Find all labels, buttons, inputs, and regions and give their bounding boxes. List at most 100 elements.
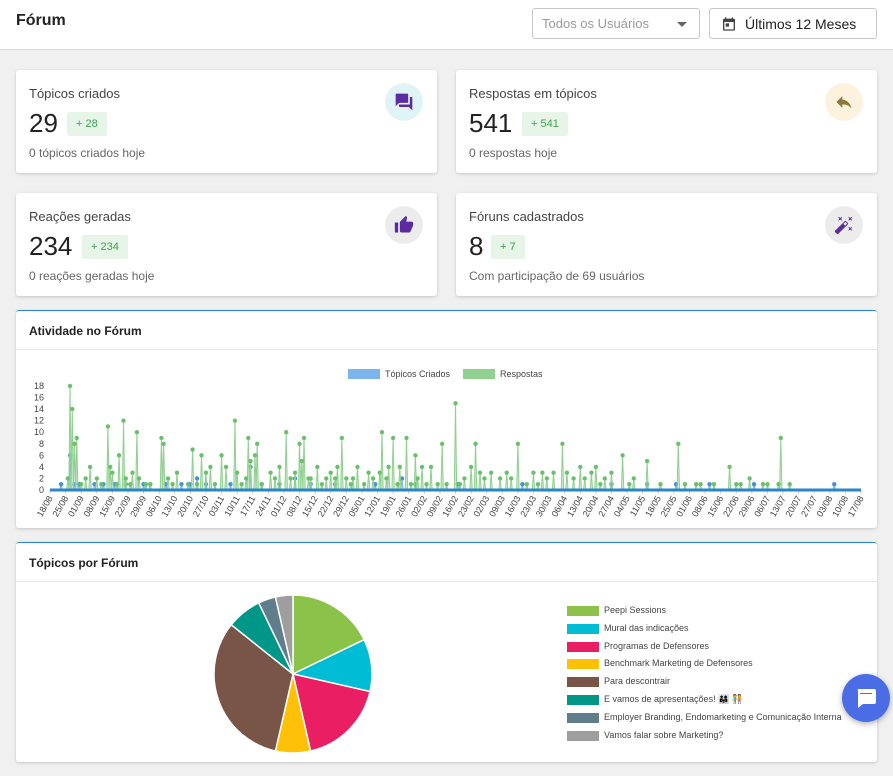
data-point[interactable] bbox=[453, 401, 458, 406]
data-point[interactable] bbox=[319, 482, 325, 487]
data-point[interactable] bbox=[179, 482, 184, 487]
data-point[interactable] bbox=[366, 470, 371, 475]
data-point[interactable] bbox=[593, 464, 599, 470]
data-point[interactable] bbox=[832, 482, 837, 487]
data-point[interactable] bbox=[571, 476, 576, 481]
data-point[interactable] bbox=[288, 476, 293, 481]
data-point[interactable] bbox=[578, 464, 583, 470]
data-point[interactable] bbox=[203, 470, 209, 475]
data-point[interactable] bbox=[70, 406, 75, 412]
data-point[interactable] bbox=[130, 470, 135, 475]
data-point[interactable] bbox=[384, 476, 389, 481]
data-point[interactable] bbox=[515, 441, 521, 446]
data-point[interactable] bbox=[509, 476, 514, 481]
data-point[interactable] bbox=[121, 418, 126, 423]
data-point[interactable] bbox=[738, 482, 743, 487]
data-point[interactable] bbox=[99, 482, 104, 487]
data-point[interactable] bbox=[165, 476, 171, 481]
data-point[interactable] bbox=[292, 470, 298, 475]
data-point[interactable] bbox=[246, 435, 251, 441]
data-point[interactable] bbox=[609, 470, 614, 475]
data-point[interactable] bbox=[560, 441, 565, 446]
data-point[interactable] bbox=[620, 453, 625, 458]
data-point[interactable] bbox=[473, 441, 478, 446]
legend-label[interactable]: Respostas bbox=[500, 369, 543, 379]
data-point[interactable] bbox=[551, 470, 556, 475]
data-point[interactable] bbox=[116, 453, 122, 458]
data-point[interactable] bbox=[424, 482, 429, 487]
data-point[interactable] bbox=[315, 464, 320, 470]
data-point[interactable] bbox=[390, 435, 396, 441]
data-point[interactable] bbox=[308, 476, 313, 481]
data-point[interactable] bbox=[488, 470, 494, 475]
data-point[interactable] bbox=[199, 453, 204, 458]
data-point[interactable] bbox=[232, 418, 238, 423]
data-point[interactable] bbox=[74, 435, 79, 441]
data-point[interactable] bbox=[386, 464, 391, 470]
data-point[interactable] bbox=[520, 482, 525, 487]
data-point[interactable] bbox=[324, 476, 329, 481]
chat-button[interactable] bbox=[842, 674, 890, 722]
data-point[interactable] bbox=[332, 476, 338, 481]
data-point[interactable] bbox=[268, 470, 273, 475]
data-point[interactable] bbox=[255, 441, 260, 446]
pie-slice[interactable] bbox=[292, 673, 371, 752]
data-point[interactable] bbox=[395, 482, 400, 487]
data-point[interactable] bbox=[123, 476, 128, 481]
data-point[interactable] bbox=[134, 430, 140, 435]
data-point[interactable] bbox=[627, 482, 632, 487]
data-point[interactable] bbox=[248, 458, 253, 464]
data-point[interactable] bbox=[105, 424, 111, 429]
data-point[interactable] bbox=[778, 435, 783, 441]
data-point[interactable] bbox=[361, 482, 367, 487]
data-point[interactable] bbox=[212, 482, 218, 487]
data-point[interactable] bbox=[136, 476, 142, 481]
legend-swatch[interactable] bbox=[463, 369, 495, 379]
data-point[interactable] bbox=[765, 482, 770, 487]
data-point[interactable] bbox=[497, 476, 503, 481]
data-point[interactable] bbox=[727, 464, 732, 470]
period-button[interactable]: Últimos 12 Meses bbox=[709, 8, 877, 39]
data-point[interactable] bbox=[404, 435, 409, 441]
data-point[interactable] bbox=[174, 470, 180, 475]
data-point[interactable] bbox=[161, 441, 166, 446]
data-point[interactable] bbox=[413, 453, 418, 458]
data-point[interactable] bbox=[544, 476, 550, 481]
data-point[interactable] bbox=[110, 470, 115, 475]
data-point[interactable] bbox=[747, 476, 752, 481]
data-point[interactable] bbox=[644, 458, 650, 464]
data-point[interactable] bbox=[339, 435, 345, 441]
data-point[interactable] bbox=[299, 458, 304, 464]
data-point[interactable] bbox=[415, 476, 420, 481]
data-point[interactable] bbox=[439, 441, 445, 446]
data-point[interactable] bbox=[83, 476, 88, 481]
data-point[interactable] bbox=[219, 453, 224, 458]
data-point[interactable] bbox=[194, 476, 200, 481]
data-point[interactable] bbox=[350, 476, 356, 481]
data-point[interactable] bbox=[159, 435, 164, 441]
data-point[interactable] bbox=[711, 482, 717, 487]
data-point[interactable] bbox=[751, 482, 757, 487]
data-point[interactable] bbox=[734, 482, 739, 487]
data-point[interactable] bbox=[631, 476, 636, 481]
data-point[interactable] bbox=[335, 464, 340, 470]
data-point[interactable] bbox=[419, 464, 425, 470]
data-point[interactable] bbox=[328, 470, 333, 475]
data-point[interactable] bbox=[107, 464, 113, 470]
data-point[interactable] bbox=[277, 464, 282, 470]
data-point[interactable] bbox=[228, 482, 233, 487]
data-point[interactable] bbox=[676, 441, 681, 446]
data-point[interactable] bbox=[693, 482, 699, 487]
data-point[interactable] bbox=[477, 470, 483, 475]
data-point[interactable] bbox=[234, 470, 240, 475]
data-point[interactable] bbox=[707, 482, 712, 487]
data-point[interactable] bbox=[208, 464, 213, 470]
data-point[interactable] bbox=[272, 476, 278, 481]
pie-slice[interactable] bbox=[292, 594, 366, 676]
data-point[interactable] bbox=[194, 482, 200, 487]
data-point[interactable] bbox=[787, 482, 792, 487]
data-point[interactable] bbox=[344, 476, 349, 481]
data-point[interactable] bbox=[598, 482, 603, 487]
data-point[interactable] bbox=[185, 482, 191, 487]
data-point[interactable] bbox=[87, 464, 93, 470]
